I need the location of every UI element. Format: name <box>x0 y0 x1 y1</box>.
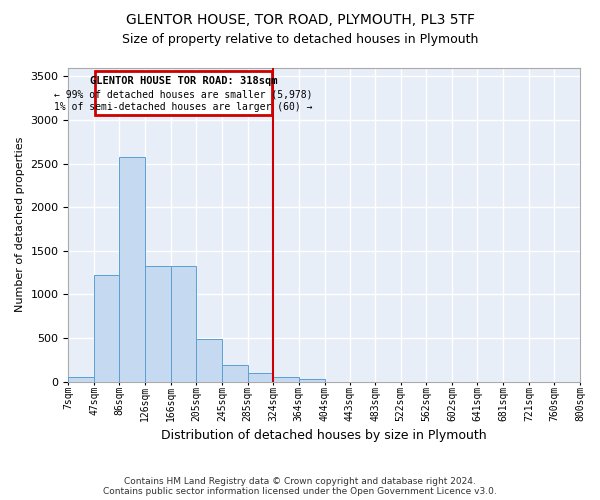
Text: GLENTOR HOUSE TOR ROAD: 318sqm: GLENTOR HOUSE TOR ROAD: 318sqm <box>90 76 277 86</box>
FancyBboxPatch shape <box>95 71 272 115</box>
Bar <box>145 266 171 382</box>
Text: Contains HM Land Registry data © Crown copyright and database right 2024.: Contains HM Land Registry data © Crown c… <box>124 477 476 486</box>
Bar <box>68 378 94 382</box>
Bar <box>299 379 325 382</box>
Text: Contains public sector information licensed under the Open Government Licence v3: Contains public sector information licen… <box>103 487 497 496</box>
Bar <box>248 373 273 382</box>
Bar <box>273 378 299 382</box>
Bar <box>196 339 222 382</box>
Bar <box>119 156 145 382</box>
Text: GLENTOR HOUSE, TOR ROAD, PLYMOUTH, PL3 5TF: GLENTOR HOUSE, TOR ROAD, PLYMOUTH, PL3 5… <box>125 12 475 26</box>
Bar <box>222 365 248 382</box>
Text: ← 99% of detached houses are smaller (5,978): ← 99% of detached houses are smaller (5,… <box>55 90 313 100</box>
Text: Size of property relative to detached houses in Plymouth: Size of property relative to detached ho… <box>122 32 478 46</box>
Y-axis label: Number of detached properties: Number of detached properties <box>15 137 25 312</box>
Bar <box>94 276 119 382</box>
Text: 1% of semi-detached houses are larger (60) →: 1% of semi-detached houses are larger (6… <box>55 102 313 112</box>
Bar <box>171 266 196 382</box>
X-axis label: Distribution of detached houses by size in Plymouth: Distribution of detached houses by size … <box>161 430 487 442</box>
